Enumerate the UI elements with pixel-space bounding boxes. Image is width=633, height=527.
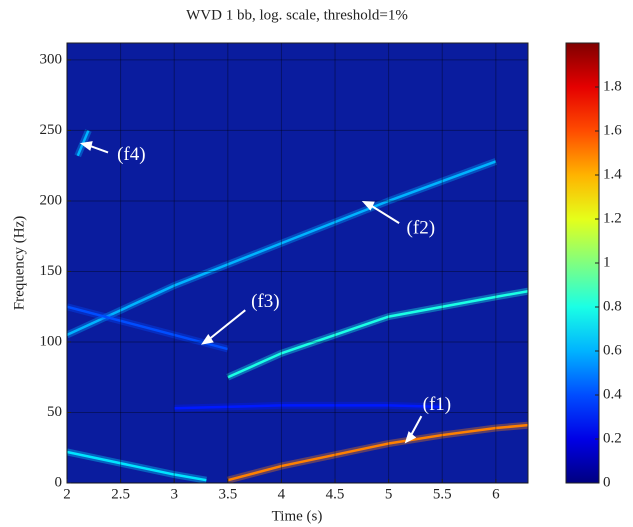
x-tick-label: 5.5 (433, 486, 452, 502)
annotation-text: (f4) (117, 144, 145, 165)
annotation-arrowhead (201, 334, 214, 345)
annotation-text: (f3) (251, 291, 279, 312)
y-tick-label: 200 (40, 192, 63, 208)
colorbar-tick-label: 1.4 (603, 166, 622, 182)
x-tick-label: 4.5 (326, 486, 345, 502)
ridge (227, 423, 528, 482)
annotation-text: (f1) (423, 394, 451, 415)
ridge (67, 450, 207, 482)
colorbar-tick-label: 0.4 (603, 386, 622, 402)
plot-background (67, 43, 528, 483)
annotation-arrowhead (361, 200, 375, 211)
colorbar-tick-label: 1.2 (603, 210, 622, 226)
chart-title: WVD 1 bb, log. scale, threshold=1% (186, 7, 408, 23)
x-tick-label: 3 (170, 486, 178, 502)
ridge (67, 305, 229, 351)
plot-area (67, 129, 528, 483)
y-tick-label: 0 (55, 474, 63, 490)
colorbar-tick-label: 1.8 (603, 78, 622, 94)
x-axis-label: Time (s) (272, 508, 323, 524)
colorbar-tick-label: 0.6 (603, 342, 622, 358)
x-tick-label: 5 (385, 486, 393, 502)
x-tick-label: 2.5 (111, 486, 130, 502)
colorbar-tick-label: 0.2 (603, 430, 622, 446)
y-axis-label: Frequency (Hz) (11, 216, 27, 311)
annotation-arrow (368, 203, 400, 224)
x-tick-label: 2 (63, 486, 71, 502)
plot-frame (66, 42, 529, 484)
colorbar-tick-label: 1 (603, 254, 611, 270)
x-tick-label: 3.5 (218, 486, 237, 502)
x-tick-label: 6 (492, 486, 500, 502)
ridge (227, 289, 528, 379)
y-tick-label: 250 (40, 122, 63, 138)
colorbar-tick-label: 1.6 (603, 122, 622, 138)
annotation-arrowhead (79, 141, 93, 151)
colorbar (565, 42, 600, 484)
ridge (174, 404, 443, 410)
colorbar-tick-label: 0.8 (603, 298, 622, 314)
annotation-text: (f2) (407, 218, 435, 239)
y-tick-label: 50 (47, 404, 62, 420)
annotation-arrowhead (404, 431, 417, 444)
x-tick-label: 4 (278, 486, 286, 502)
y-tick-label: 300 (40, 51, 63, 67)
y-tick-label: 150 (40, 263, 63, 279)
annotation-arrow (207, 309, 246, 342)
y-tick-label: 100 (40, 333, 63, 349)
colorbar-tick-label: 0 (603, 474, 611, 490)
ridge (67, 160, 497, 337)
